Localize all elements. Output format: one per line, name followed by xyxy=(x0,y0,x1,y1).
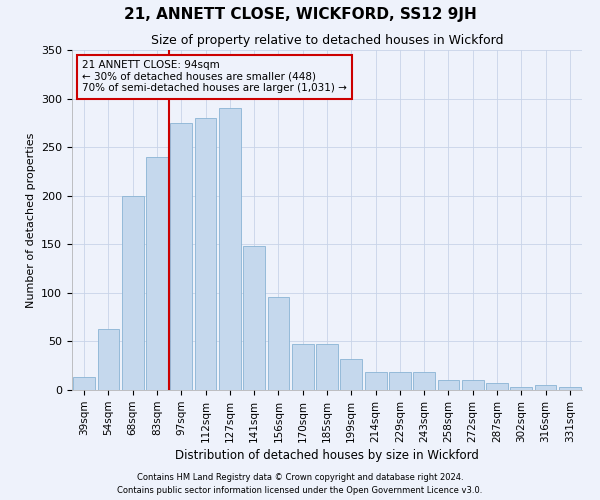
Text: Contains HM Land Registry data © Crown copyright and database right 2024.
Contai: Contains HM Land Registry data © Crown c… xyxy=(118,474,482,495)
Bar xyxy=(486,383,508,390)
Bar xyxy=(437,380,460,390)
Bar xyxy=(268,296,289,390)
Text: 21 ANNETT CLOSE: 94sqm
← 30% of detached houses are smaller (448)
70% of semi-de: 21 ANNETT CLOSE: 94sqm ← 30% of detached… xyxy=(82,60,347,94)
Bar xyxy=(292,344,314,390)
Bar xyxy=(316,344,338,390)
Bar xyxy=(511,387,532,390)
X-axis label: Distribution of detached houses by size in Wickford: Distribution of detached houses by size … xyxy=(175,449,479,462)
Bar xyxy=(559,387,581,390)
Bar xyxy=(219,108,241,390)
Bar xyxy=(146,157,168,390)
Bar xyxy=(340,359,362,390)
Y-axis label: Number of detached properties: Number of detached properties xyxy=(26,132,35,308)
Text: 21, ANNETT CLOSE, WICKFORD, SS12 9JH: 21, ANNETT CLOSE, WICKFORD, SS12 9JH xyxy=(124,8,476,22)
Bar xyxy=(122,196,143,390)
Bar xyxy=(73,378,95,390)
Bar xyxy=(535,385,556,390)
Bar xyxy=(413,372,435,390)
Bar xyxy=(462,380,484,390)
Title: Size of property relative to detached houses in Wickford: Size of property relative to detached ho… xyxy=(151,34,503,48)
Bar xyxy=(243,246,265,390)
Bar xyxy=(97,329,119,390)
Bar xyxy=(170,123,192,390)
Bar xyxy=(194,118,217,390)
Bar xyxy=(365,372,386,390)
Bar xyxy=(389,372,411,390)
